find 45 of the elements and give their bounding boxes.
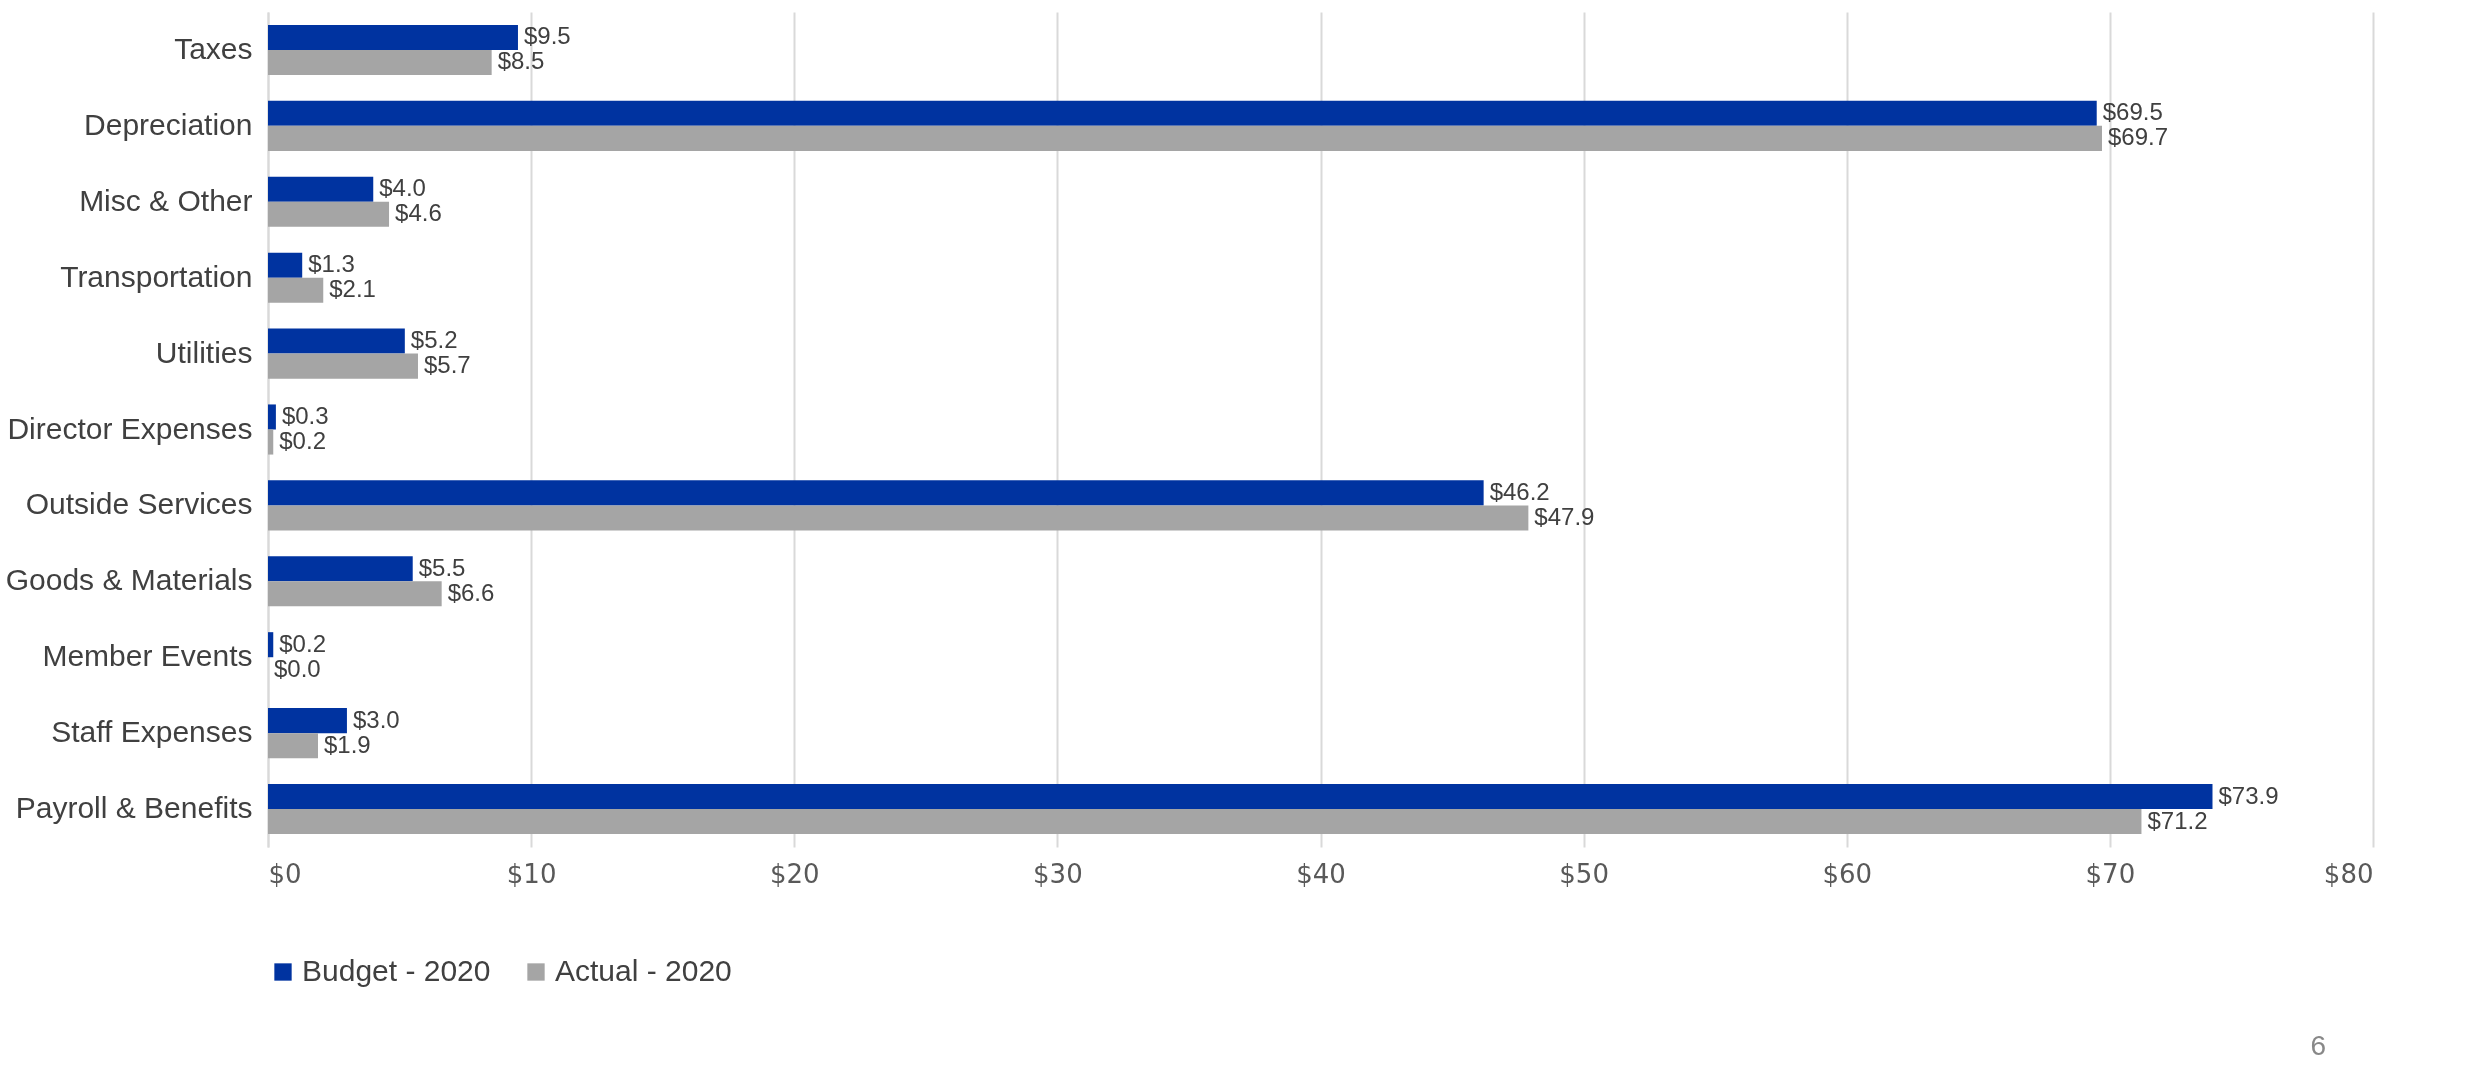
x-tick-label: $80	[2323, 858, 2374, 889]
data-label: $1.3	[308, 250, 355, 278]
data-label: $0.3	[281, 401, 329, 429]
x-tick-label: $60	[1822, 858, 1873, 889]
data-label: $9.5	[523, 22, 571, 50]
y-tick-label: Utilities	[155, 335, 253, 369]
x-tick-label: $0	[268, 858, 302, 889]
y-tick-label: Misc & Other	[79, 183, 253, 217]
y-tick-label: Member Events	[42, 639, 253, 673]
legend-label: Budget - 2020	[302, 954, 491, 987]
y-tick-label: Staff Expenses	[51, 715, 253, 749]
data-label: $1.9	[323, 730, 371, 758]
data-label: $3.0	[352, 705, 400, 733]
x-tick-label: $30	[1033, 858, 1083, 889]
y-tick-label: Transportation	[60, 259, 253, 293]
data-label: $8.5	[497, 47, 545, 75]
legend-label: Actual - 2020	[555, 954, 732, 987]
data-label: $5.5	[418, 553, 466, 581]
text: 6	[2310, 1030, 2326, 1062]
data-label: $0.0	[274, 654, 321, 682]
data-label: $6.6	[447, 578, 495, 606]
x-tick-label: $10	[506, 858, 557, 889]
x-tick-label: $40	[1296, 858, 1346, 889]
y-tick-label: Taxes	[174, 31, 253, 65]
data-label: $5.7	[423, 351, 471, 379]
data-label: $46.2	[1489, 477, 1550, 505]
data-label: $73.9	[2218, 781, 2279, 809]
y-tick-label: Payroll & Benefits	[15, 791, 253, 825]
y-tick-label: Goods & Materials	[5, 563, 253, 597]
data-label: $0.2	[279, 629, 326, 657]
data-label: $69.7	[2107, 123, 2169, 151]
y-tick-label: Outside Services	[25, 487, 253, 521]
x-tick-label: $50	[1559, 858, 1609, 889]
x-tick-label: $20	[769, 858, 820, 889]
y-tick-label: Depreciation	[84, 107, 253, 141]
y-tick-label: Director Expenses	[7, 411, 253, 445]
data-label: $5.2	[410, 326, 458, 354]
data-label: $2.1	[329, 275, 376, 303]
data-label: $69.5	[2102, 98, 2163, 126]
data-label: $71.2	[2147, 806, 2208, 834]
x-tick-label: $70	[2085, 858, 2136, 889]
data-label: $47.9	[1534, 502, 1595, 530]
data-label: $4.6	[395, 199, 442, 227]
data-label: $0.2	[279, 427, 326, 455]
data-label: $4.0	[379, 174, 426, 202]
